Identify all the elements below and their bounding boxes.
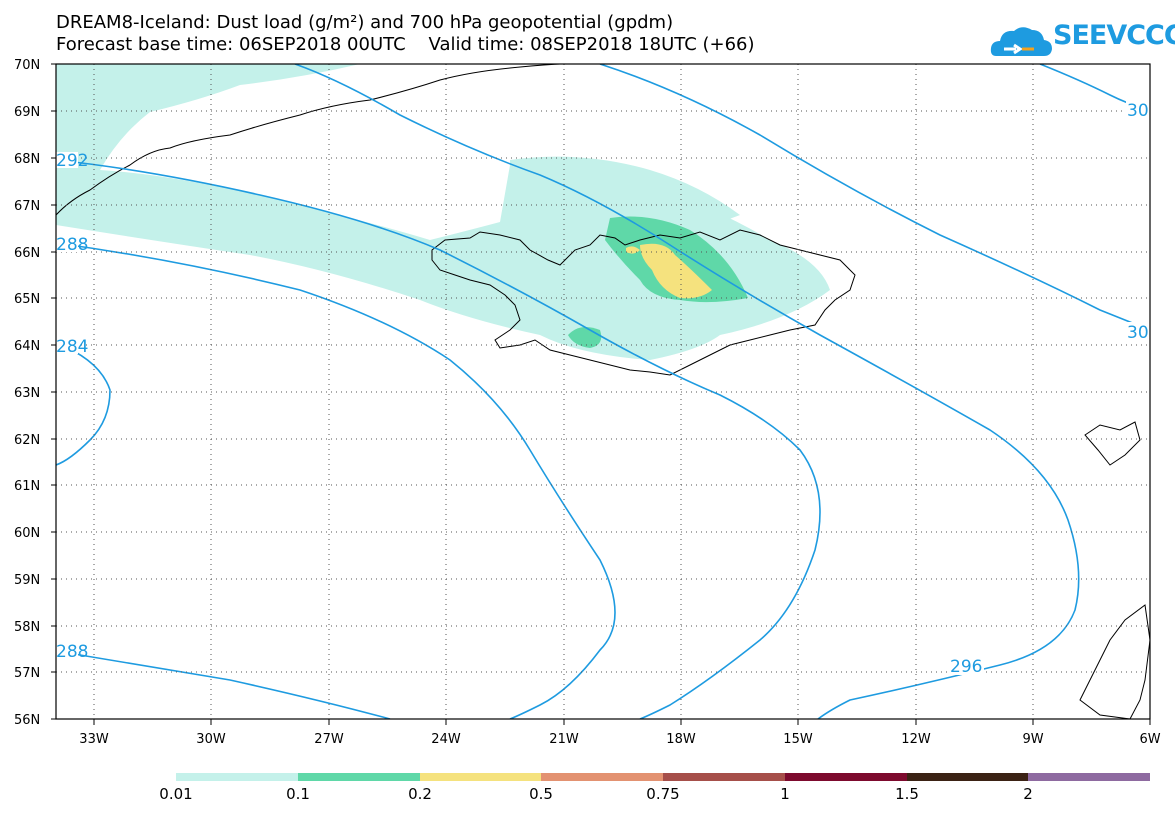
lat-label: 57N bbox=[14, 666, 40, 681]
lat-label: 67N bbox=[14, 199, 40, 214]
contour-label: 300 bbox=[1127, 101, 1159, 121]
colorbar bbox=[176, 773, 1150, 781]
lon-label: 27W bbox=[314, 732, 344, 747]
lon-label: 30W bbox=[196, 732, 226, 747]
lat-label: 63N bbox=[14, 386, 40, 401]
colorbar-segment bbox=[419, 773, 542, 781]
dust-shading-0-01 bbox=[56, 64, 830, 360]
lat-label: 61N bbox=[14, 479, 40, 494]
logo-text: SEEVCCC bbox=[1053, 20, 1175, 51]
lat-label: 69N bbox=[14, 105, 40, 120]
lat-label: 56N bbox=[14, 713, 40, 728]
lon-label: 15W bbox=[783, 732, 813, 747]
colorbar-segment bbox=[663, 773, 785, 781]
geopotential-contours bbox=[56, 64, 1150, 719]
lon-label: 24W bbox=[431, 732, 461, 747]
contour-label: 296 bbox=[950, 657, 982, 677]
contour-label: 288 bbox=[56, 235, 88, 255]
lat-label: 58N bbox=[14, 620, 40, 635]
lat-label: 60N bbox=[14, 526, 40, 541]
lat-label: 65N bbox=[14, 292, 40, 307]
colorbar-segment bbox=[906, 773, 1029, 781]
axis-ticks bbox=[51, 63, 1151, 725]
coastline bbox=[56, 64, 1150, 719]
lat-label: 64N bbox=[14, 339, 40, 354]
colorbar-segment bbox=[1028, 773, 1150, 781]
colorbar-label: 0.75 bbox=[646, 785, 680, 803]
colorbar-segment bbox=[297, 773, 420, 781]
colorbar-segment bbox=[541, 773, 663, 781]
seevccc-logo bbox=[990, 27, 1052, 56]
contour-label: 300 bbox=[1127, 323, 1159, 343]
colorbar-label: 0.2 bbox=[408, 785, 432, 803]
colorbar-segment bbox=[176, 773, 298, 781]
colorbar-label: 0.01 bbox=[159, 785, 193, 803]
contour-label: 292 bbox=[56, 151, 88, 171]
lon-label: 12W bbox=[901, 732, 931, 747]
contour-label: 288 bbox=[56, 642, 88, 662]
graticule bbox=[56, 64, 1150, 719]
map-title: DREAM8-Iceland: Dust load (g/m²) and 700… bbox=[56, 12, 674, 33]
lat-label: 59N bbox=[14, 573, 40, 588]
cloud-icon bbox=[990, 27, 1052, 56]
lat-label: 68N bbox=[14, 152, 40, 167]
contour-labels: 292 288 284 288 296 300 300 bbox=[56, 100, 1159, 677]
lon-label: 6W bbox=[1139, 732, 1160, 747]
colorbar-label: 2 bbox=[1023, 785, 1033, 803]
lon-label: 21W bbox=[549, 732, 579, 747]
lon-label: 9W bbox=[1022, 732, 1043, 747]
lat-label: 70N bbox=[14, 58, 40, 73]
lat-label: 62N bbox=[14, 433, 40, 448]
longitude-labels: 33W 30W 27W 24W 21W 18W 15W 12W 9W 6W bbox=[79, 732, 1160, 747]
colorbar-label: 1 bbox=[780, 785, 790, 803]
lat-label: 66N bbox=[14, 246, 40, 261]
colorbar-label: 0.1 bbox=[286, 785, 310, 803]
latitude-labels: 70N 69N 68N 67N 66N 65N 64N 63N 62N 61N … bbox=[14, 58, 40, 728]
contour-label: 284 bbox=[56, 337, 88, 357]
colorbar-label: 0.5 bbox=[529, 785, 553, 803]
lon-label: 33W bbox=[79, 732, 109, 747]
map-subtitle: Forecast base time: 06SEP2018 00UTC Vali… bbox=[56, 34, 755, 55]
colorbar-segment bbox=[784, 773, 907, 781]
colorbar-label: 1.5 bbox=[895, 785, 919, 803]
lon-label: 18W bbox=[666, 732, 696, 747]
